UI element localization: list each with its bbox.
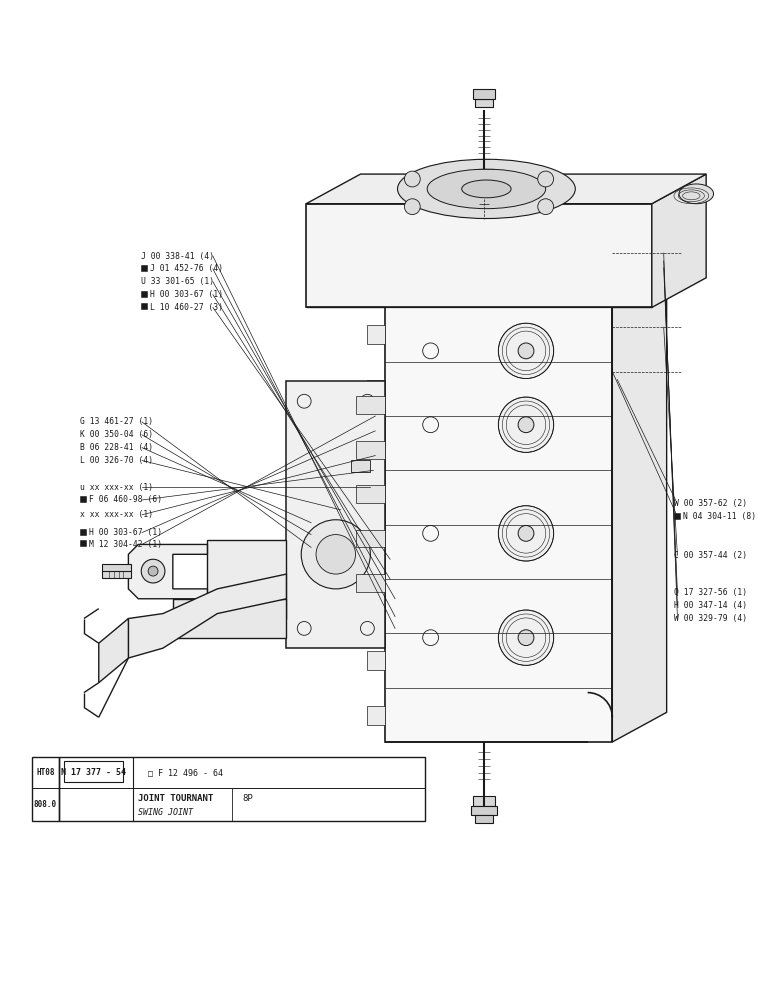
Text: N 04 304-11 (8): N 04 304-11 (8) bbox=[683, 512, 757, 521]
Polygon shape bbox=[128, 574, 286, 658]
Circle shape bbox=[518, 417, 534, 433]
Polygon shape bbox=[652, 174, 706, 307]
Text: u xx xxx-xx (1): u xx xxx-xx (1) bbox=[80, 483, 153, 492]
Text: L 10 460-27 (3): L 10 460-27 (3) bbox=[150, 303, 223, 312]
Bar bbox=[356, 485, 385, 503]
Circle shape bbox=[148, 566, 158, 576]
Bar bbox=[350, 460, 371, 472]
Text: N 17 377 - 54: N 17 377 - 54 bbox=[61, 768, 127, 777]
Polygon shape bbox=[128, 544, 208, 599]
Bar bbox=[356, 441, 385, 459]
Text: W 00 329-79 (4): W 00 329-79 (4) bbox=[675, 614, 747, 623]
Circle shape bbox=[538, 171, 554, 187]
Circle shape bbox=[518, 343, 534, 359]
Polygon shape bbox=[367, 543, 385, 562]
Text: □ F 12 496 - 64: □ F 12 496 - 64 bbox=[148, 768, 223, 777]
Polygon shape bbox=[173, 599, 286, 638]
Bar bbox=[675, 513, 680, 519]
Text: U 33 301-65 (1): U 33 301-65 (1) bbox=[141, 277, 214, 286]
Bar bbox=[32, 757, 59, 821]
Bar bbox=[356, 530, 385, 547]
Circle shape bbox=[538, 199, 554, 215]
Text: H 00 347-14 (4): H 00 347-14 (4) bbox=[675, 601, 747, 610]
Circle shape bbox=[499, 610, 554, 665]
Circle shape bbox=[405, 171, 420, 187]
Ellipse shape bbox=[462, 180, 511, 198]
Text: J 01 452-76 (4): J 01 452-76 (4) bbox=[150, 264, 223, 273]
Bar bbox=[475, 815, 493, 823]
Text: F 06 460-98 (6): F 06 460-98 (6) bbox=[89, 495, 162, 504]
Bar bbox=[141, 265, 147, 271]
Text: J 00 338-41 (4): J 00 338-41 (4) bbox=[141, 252, 214, 261]
Text: Q 17 327-56 (1): Q 17 327-56 (1) bbox=[675, 588, 747, 597]
Bar bbox=[59, 757, 425, 821]
Text: M 12 304-42 (1): M 12 304-42 (1) bbox=[89, 540, 162, 549]
Polygon shape bbox=[367, 706, 385, 725]
Circle shape bbox=[141, 559, 165, 583]
Text: HT08: HT08 bbox=[36, 768, 55, 777]
Text: W 00 357-62 (2): W 00 357-62 (2) bbox=[675, 499, 747, 508]
Bar bbox=[141, 303, 147, 309]
Bar bbox=[473, 89, 495, 99]
Ellipse shape bbox=[427, 169, 546, 209]
Text: L 00 326-70 (4): L 00 326-70 (4) bbox=[80, 456, 153, 465]
Polygon shape bbox=[612, 278, 667, 742]
Polygon shape bbox=[367, 434, 385, 453]
Text: K 00 350-04 (6): K 00 350-04 (6) bbox=[80, 430, 153, 439]
Bar bbox=[80, 540, 86, 546]
Bar bbox=[141, 291, 147, 297]
Bar bbox=[356, 396, 385, 414]
Text: B 06 228-41 (4): B 06 228-41 (4) bbox=[80, 443, 153, 452]
Circle shape bbox=[405, 199, 420, 215]
Polygon shape bbox=[99, 619, 128, 683]
Text: G 13 461-27 (1): G 13 461-27 (1) bbox=[80, 417, 153, 426]
Bar bbox=[475, 99, 493, 107]
Polygon shape bbox=[367, 488, 385, 507]
Ellipse shape bbox=[398, 159, 575, 219]
Polygon shape bbox=[286, 381, 385, 648]
Text: C 00 357-44 (2): C 00 357-44 (2) bbox=[675, 551, 747, 560]
Circle shape bbox=[316, 535, 356, 574]
Circle shape bbox=[499, 397, 554, 452]
Polygon shape bbox=[306, 204, 652, 307]
Text: x xx xxx-xx (1): x xx xxx-xx (1) bbox=[80, 510, 153, 519]
Text: H 00 303-67 (1): H 00 303-67 (1) bbox=[150, 290, 223, 299]
Circle shape bbox=[518, 630, 534, 646]
Bar bbox=[80, 496, 86, 502]
Polygon shape bbox=[367, 325, 385, 344]
Text: JOINT TOURNANT: JOINT TOURNANT bbox=[138, 794, 214, 803]
Bar bbox=[473, 796, 495, 806]
Bar bbox=[102, 564, 131, 578]
Polygon shape bbox=[367, 651, 385, 670]
Text: SWING JOINT: SWING JOINT bbox=[138, 808, 193, 817]
Text: H 00 303-67 (1): H 00 303-67 (1) bbox=[89, 528, 162, 537]
Bar bbox=[356, 574, 385, 592]
Polygon shape bbox=[367, 597, 385, 616]
Polygon shape bbox=[367, 380, 385, 399]
Circle shape bbox=[499, 323, 554, 379]
Bar bbox=[64, 761, 124, 782]
Text: 8P: 8P bbox=[242, 794, 252, 803]
Bar bbox=[80, 529, 86, 535]
Circle shape bbox=[518, 525, 534, 541]
Bar bbox=[471, 806, 496, 815]
Circle shape bbox=[301, 520, 371, 589]
Polygon shape bbox=[306, 174, 706, 204]
Circle shape bbox=[499, 506, 554, 561]
Polygon shape bbox=[385, 278, 667, 307]
Polygon shape bbox=[385, 307, 612, 742]
Polygon shape bbox=[208, 540, 286, 619]
Ellipse shape bbox=[679, 184, 713, 204]
Text: 808.0: 808.0 bbox=[34, 800, 57, 809]
